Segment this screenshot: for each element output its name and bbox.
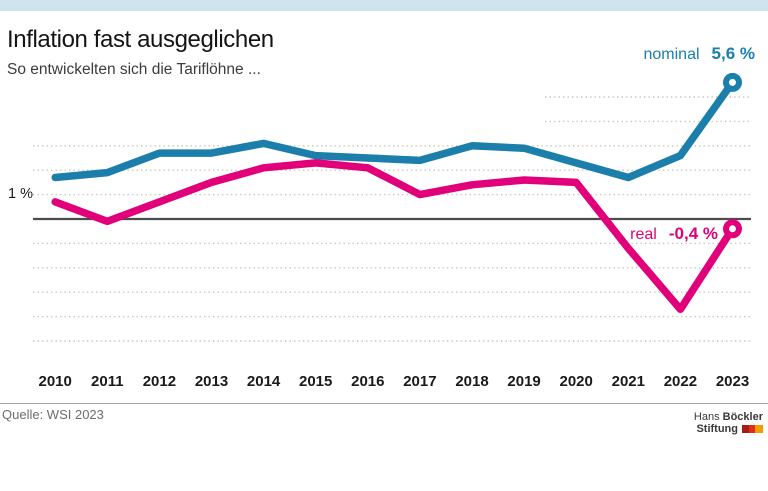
x-axis-label-2023: 2023 xyxy=(715,373,750,390)
page-title: Inflation fast ausgeglichen xyxy=(7,26,274,53)
nominal-end-marker xyxy=(723,72,742,92)
top-accent-bar xyxy=(0,0,768,11)
x-axis-label-2010: 2010 xyxy=(38,373,72,390)
real-series-label: real -0,4 % xyxy=(630,224,718,244)
x-axis-label-2022: 2022 xyxy=(663,373,698,390)
logo-name-last: Böckler xyxy=(722,411,763,423)
x-axis-label-2017: 2017 xyxy=(403,373,437,390)
logo-flag-icon xyxy=(742,425,763,433)
x-axis-label-2014: 2014 xyxy=(246,373,281,390)
hans-boeckler-stiftung-logo: Hans Böckler Stiftung xyxy=(694,411,763,435)
real-line xyxy=(51,159,737,314)
x-axis-label-2019: 2019 xyxy=(507,373,541,390)
real-series-name: real xyxy=(630,226,657,243)
x-axis: 2010 2011 2012 2013 2014 2015 2016 2017 2018 2019… xyxy=(0,373,768,393)
page-subtitle: So entwickelten sich die Tariflöhne ... xyxy=(7,61,261,78)
logo-org: Stiftung xyxy=(696,423,738,435)
x-axis-label-2015: 2015 xyxy=(299,373,333,390)
nominal-end-value: 5,6 % xyxy=(711,44,755,63)
logo-org-line: Stiftung xyxy=(694,423,763,435)
nominal-series-name: nominal xyxy=(643,46,700,63)
x-axis-label-2011: 2011 xyxy=(91,373,124,390)
logo-name-line: Hans Böckler xyxy=(694,411,763,423)
x-axis-label-2018: 2018 xyxy=(455,373,489,390)
source-note: Quelle: WSI 2023 xyxy=(2,407,104,422)
footer-divider xyxy=(0,403,768,404)
nominal-series-label: nominal 5,6 % xyxy=(643,44,755,64)
x-axis-label-2012: 2012 xyxy=(142,373,177,390)
x-axis-label-2021: 2021 xyxy=(611,373,645,390)
real-end-value: -0,4 % xyxy=(668,224,718,243)
logo-name-first: Hans xyxy=(693,411,720,423)
x-axis-label-2020: 2020 xyxy=(559,373,593,390)
y-axis-label-1pct: 1 % xyxy=(8,186,33,202)
nominal-line xyxy=(51,78,737,182)
x-axis-label-2013: 2013 xyxy=(194,373,229,390)
real-end-marker xyxy=(723,219,742,239)
x-axis-label-2016: 2016 xyxy=(351,373,385,390)
